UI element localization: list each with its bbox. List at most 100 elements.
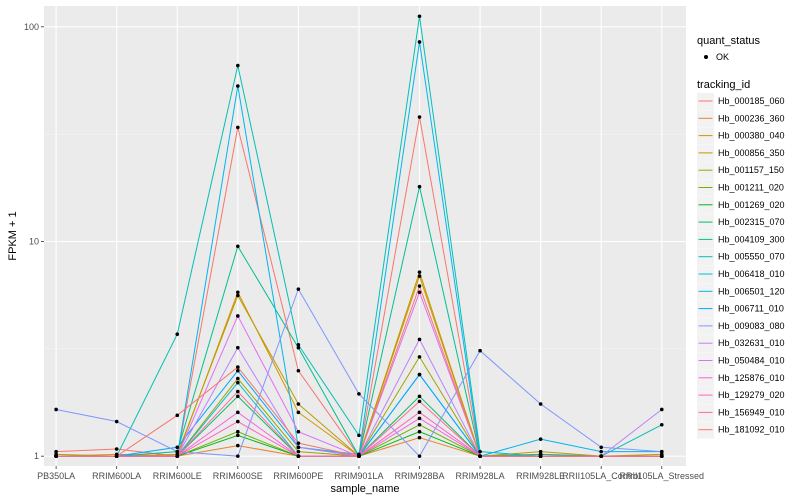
data-point-Hb_181092_010-RRIM600PE xyxy=(296,441,301,445)
data-point-Hb_009083_080-RRIM600LE xyxy=(175,449,180,454)
data-point-Hb_181092_010-RRII105LA_Control xyxy=(599,454,604,458)
legend-label-Hb_002315_070: Hb_002315_070 xyxy=(718,217,785,227)
legend-label-Hb_001269_020: Hb_001269_020 xyxy=(718,200,785,210)
data-point-Hb_181092_010-RRII105LA_Stressed xyxy=(659,454,664,458)
data-point-Hb_181092_010-RRIM928BA xyxy=(417,284,422,288)
data-point-Hb_005550_070-RRIM600LE xyxy=(175,332,180,336)
legend-label-Hb_125876_010: Hb_125876_010 xyxy=(718,373,785,383)
x-tick-label: RRIM600SE xyxy=(213,471,263,481)
data-point-Hb_181092_010-RRIM600SE xyxy=(236,365,240,369)
data-point-Hb_000380_040-RRIM600PE xyxy=(296,410,301,415)
legend-quant-status-title: quant_status xyxy=(697,35,760,47)
x-tick-label: RRIM928BA xyxy=(394,471,444,481)
data-point-Hb_009083_080-RRIM928LE xyxy=(538,402,543,406)
data-point-Hb_002315_070-RRIM600SE xyxy=(236,394,240,399)
data-point-Hb_000380_040-RRIM600SE xyxy=(236,290,240,295)
data-point-Hb_050484_010-RRIM600PE xyxy=(296,429,301,434)
data-point-Hb_009083_080-RRIM901LA xyxy=(357,392,361,396)
legend-label-Hb_001157_150: Hb_001157_150 xyxy=(718,165,784,175)
data-point-Hb_181092_010-RRIM600LE xyxy=(175,413,180,418)
data-point-Hb_005550_070-RRIM600PE xyxy=(296,343,301,347)
data-point-Hb_009083_080-RRIM600PE xyxy=(296,287,301,291)
data-point-Hb_009083_080-RRIM928BA xyxy=(417,454,422,458)
data-point-Hb_181092_010-RRIM928LA xyxy=(478,454,482,458)
data-point-Hb_050484_010-RRIM600SE xyxy=(236,314,240,318)
data-point-Hb_129279_020-RRIM928BA xyxy=(417,410,422,415)
legend-tracking-id: tracking_id Hb_000185_060Hb_000236_360Hb… xyxy=(697,79,785,439)
legend-label-Hb_000856_350: Hb_000856_350 xyxy=(718,148,785,158)
data-point-Hb_009083_080-RRII105LA_Control xyxy=(599,445,604,450)
legend-label-Hb_000380_040: Hb_000380_040 xyxy=(718,131,785,141)
data-point-Hb_181092_010-PB350LA xyxy=(54,454,58,458)
x-tick-label: RRIM901LA xyxy=(334,471,383,481)
data-point-Hb_181092_010-RRIM600LA xyxy=(114,454,119,458)
data-point-Hb_001211_020-RRIM600SE xyxy=(236,429,240,434)
x-tick-label: RRIM600LA xyxy=(92,471,141,481)
data-point-Hb_004109_300-RRIM928BA xyxy=(417,184,422,189)
data-point-Hb_050484_010-RRIM928BA xyxy=(417,290,422,295)
legend-label-Hb_000185_060: Hb_000185_060 xyxy=(718,96,785,106)
x-tick-label: RRII105LA_Stressed xyxy=(620,471,705,481)
x-tick-label: PB350LA xyxy=(37,471,75,481)
data-point-Hb_181092_010-RRIM928LE xyxy=(538,454,543,458)
data-point-Hb_005550_070-RRII105LA_Stressed xyxy=(659,423,664,427)
data-point-Hb_009083_080-RRIM600LA xyxy=(114,419,119,424)
y-axis-title: FPKM + 1 xyxy=(7,211,19,260)
data-point-Hb_000856_350-RRIM600PE xyxy=(296,402,301,406)
legend-label-Hb_001211_020: Hb_001211_020 xyxy=(718,183,784,193)
data-point-Hb_005550_070-RRIM928BA xyxy=(417,14,422,19)
plot-panel xyxy=(44,6,686,466)
legend-label-Hb_006501_120: Hb_006501_120 xyxy=(718,286,785,296)
data-point-Hb_156949_010-RRIM600LE xyxy=(175,454,180,458)
data-point-Hb_009083_080-RRIM600SE xyxy=(236,454,240,458)
data-point-Hb_001269_020-RRIM928BA xyxy=(417,429,422,434)
data-point-Hb_009083_080-RRII105LA_Stressed xyxy=(659,449,664,454)
data-point-Hb_000185_060-PB350LA xyxy=(54,449,58,454)
data-point-Hb_004109_300-RRIM600PE xyxy=(296,345,301,350)
data-point-Hb_001211_020-RRIM928BA xyxy=(417,423,422,427)
data-point-Hb_006418_010-RRIM600SE xyxy=(236,380,240,385)
legend-label-Hb_000236_360: Hb_000236_360 xyxy=(718,113,785,123)
legend-label-Hb_032631_010: Hb_032631_010 xyxy=(718,338,785,348)
data-point-Hb_001269_020-RRIM600SE xyxy=(236,433,240,438)
legend-label-Hb_006418_010: Hb_006418_010 xyxy=(718,269,785,279)
data-point-Hb_006711_010-RRIM928BA xyxy=(417,372,422,377)
data-point-Hb_125876_010-RRIM928BA xyxy=(417,416,422,421)
data-point-Hb_032631_010-RRII105LA_Stressed xyxy=(659,407,664,412)
legend-tracking-id-items: Hb_000185_060 Hb_000236_360 Hb_000380_040 H… xyxy=(697,93,785,439)
grid-lines xyxy=(44,6,686,466)
legend-label-Hb_129279_020: Hb_129279_020 xyxy=(718,390,785,400)
legend-label-Hb_004109_300: Hb_004109_300 xyxy=(718,234,785,244)
y-tick-label: 1 xyxy=(34,451,39,461)
data-point-Hb_001157_150-RRIM600PE xyxy=(296,449,301,454)
data-point-Hb_009083_080-RRIM928LA xyxy=(478,348,482,353)
data-point-Hb_005550_070-RRIM901LA xyxy=(357,433,361,438)
y-tick-label: 100 xyxy=(24,22,39,32)
data-point-Hb_009083_080-PB350LA xyxy=(54,407,58,412)
data-point-Hb_000185_060-RRIM600LA xyxy=(114,447,119,451)
legend-label-Hb_005550_070: Hb_005550_070 xyxy=(718,252,785,262)
data-point-Hb_006501_120-RRIM600SE xyxy=(236,84,240,88)
legend-label-Hb_050484_010: Hb_050484_010 xyxy=(718,356,785,366)
data-point-Hb_000856_350-RRIM928BA xyxy=(417,270,422,274)
x-tick-label: RRIM928LA xyxy=(456,471,505,481)
data-point-Hb_006501_120-RRIM928LE xyxy=(538,437,543,441)
legend-quant-status: quant_status OK xyxy=(697,35,760,62)
legend-ok-label: OK xyxy=(716,52,729,62)
axes: 1 10 100 PB350LA RRIM600LA RRIM600LE RRIM600SE… xyxy=(24,22,704,481)
data-point-Hb_006711_010-RRIM600LE xyxy=(175,445,180,450)
data-point-Hb_006501_120-RRII105LA_Control xyxy=(599,449,604,454)
data-point-Hb_000185_060-RRIM928BA xyxy=(417,115,422,119)
legend-label-Hb_181092_010: Hb_181092_010 xyxy=(718,425,785,435)
data-point-Hb_000185_060-RRIM600PE xyxy=(296,368,301,373)
legend-ok-point-icon xyxy=(704,55,708,59)
data-point-Hb_181092_010-RRIM901LA xyxy=(357,454,361,458)
y-tick-label: 10 xyxy=(29,236,39,246)
data-point-Hb_129279_020-RRIM600SE xyxy=(236,419,240,424)
data-point-Hb_125876_010-RRIM600SE xyxy=(236,410,240,415)
data-point-Hb_032631_010-RRIM600SE xyxy=(236,345,240,350)
data-point-Hb_156949_010-RRIM600PE xyxy=(296,454,301,458)
x-tick-label: RRII105LA_Control xyxy=(562,471,640,481)
